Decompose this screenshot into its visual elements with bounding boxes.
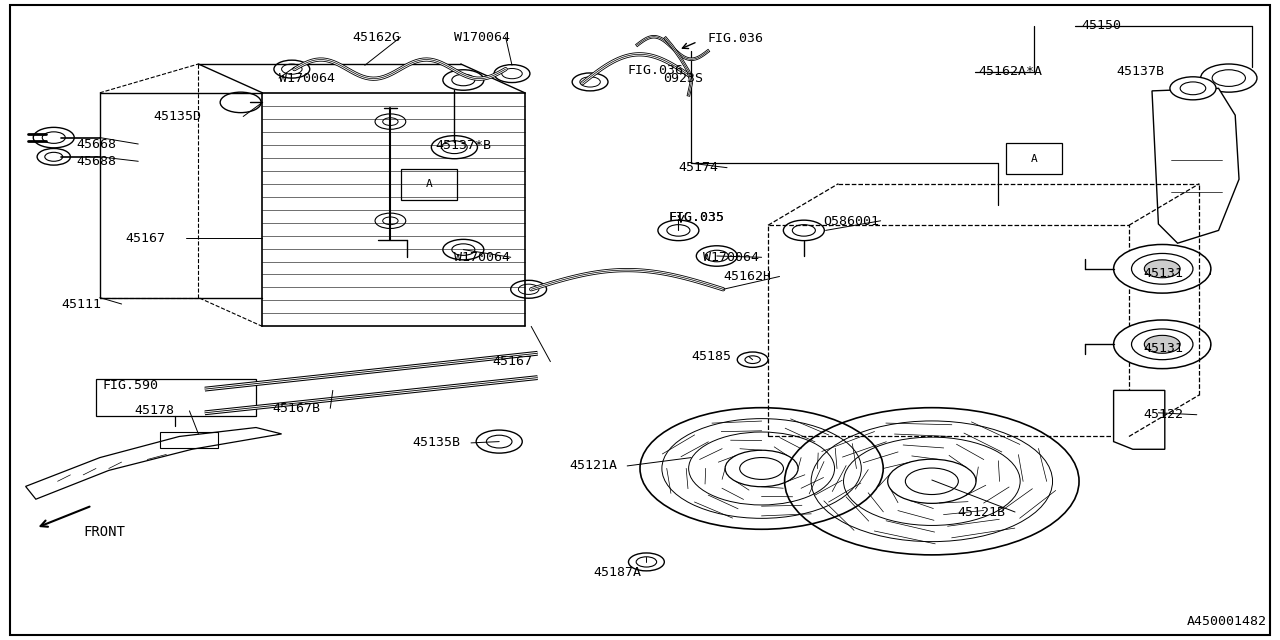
Text: 45688: 45688 — [77, 155, 116, 168]
Circle shape — [1170, 77, 1216, 100]
Circle shape — [220, 92, 261, 113]
Polygon shape — [1114, 390, 1165, 449]
Text: 45187A: 45187A — [593, 566, 641, 579]
Circle shape — [1201, 64, 1257, 92]
Text: FIG.036: FIG.036 — [627, 64, 684, 77]
Text: 45167: 45167 — [493, 355, 532, 368]
Text: 45174: 45174 — [678, 161, 718, 174]
Circle shape — [37, 148, 70, 165]
Text: 45121B: 45121B — [957, 506, 1006, 518]
Circle shape — [783, 220, 824, 241]
Bar — [401, 169, 457, 200]
Circle shape — [476, 430, 522, 453]
Circle shape — [431, 136, 477, 159]
Text: 45668: 45668 — [77, 138, 116, 150]
Text: 45162H: 45162H — [723, 270, 771, 283]
Circle shape — [1144, 335, 1180, 353]
Circle shape — [1132, 253, 1193, 284]
Text: A: A — [425, 179, 433, 189]
Text: 45131: 45131 — [1143, 268, 1183, 280]
Text: 45178: 45178 — [134, 404, 174, 417]
Bar — [1006, 143, 1062, 174]
Bar — [96, 379, 256, 416]
Text: 45135B: 45135B — [412, 436, 461, 449]
Text: Q586001: Q586001 — [823, 214, 879, 227]
Text: FRONT: FRONT — [83, 525, 125, 540]
Text: 45121A: 45121A — [570, 460, 618, 472]
Circle shape — [1144, 260, 1180, 278]
Text: 45185: 45185 — [691, 350, 731, 363]
Text: 45162G: 45162G — [353, 31, 401, 44]
Circle shape — [1114, 320, 1211, 369]
Text: FIG.035: FIG.035 — [668, 211, 724, 224]
Text: A450001482: A450001482 — [1188, 616, 1267, 628]
Text: FIG.035: FIG.035 — [668, 211, 724, 224]
Text: W170064: W170064 — [454, 31, 511, 44]
Text: 45167: 45167 — [125, 232, 165, 244]
Circle shape — [1114, 244, 1211, 293]
Text: 45167B: 45167B — [273, 402, 320, 415]
Text: 45122: 45122 — [1143, 408, 1183, 421]
Circle shape — [375, 114, 406, 129]
Text: W170064: W170064 — [454, 251, 511, 264]
Text: 45137B: 45137B — [1116, 65, 1165, 78]
Text: 45135D: 45135D — [154, 110, 202, 123]
Text: 45131: 45131 — [1143, 342, 1183, 355]
Text: 45137*B: 45137*B — [435, 140, 492, 152]
Circle shape — [33, 127, 74, 148]
Polygon shape — [26, 428, 282, 499]
Circle shape — [737, 352, 768, 367]
Bar — [768, 225, 1129, 436]
Text: W170064: W170064 — [279, 72, 335, 84]
Circle shape — [658, 220, 699, 241]
Circle shape — [375, 213, 406, 228]
Circle shape — [628, 553, 664, 571]
Circle shape — [443, 239, 484, 260]
Text: W170064: W170064 — [703, 251, 759, 264]
Circle shape — [887, 460, 975, 503]
Text: 45162A*A: 45162A*A — [978, 65, 1042, 78]
Text: FIG.590: FIG.590 — [102, 379, 159, 392]
Bar — [160, 432, 218, 448]
Circle shape — [724, 451, 799, 486]
Text: 45150: 45150 — [1082, 19, 1121, 32]
Text: FIG.036: FIG.036 — [708, 32, 764, 45]
Text: A: A — [1030, 154, 1038, 164]
Text: 0923S: 0923S — [663, 72, 703, 84]
Circle shape — [443, 70, 484, 90]
Circle shape — [511, 280, 547, 298]
Text: 45111: 45111 — [61, 298, 101, 310]
Circle shape — [696, 246, 737, 266]
Polygon shape — [1152, 88, 1239, 243]
Circle shape — [1132, 329, 1193, 360]
